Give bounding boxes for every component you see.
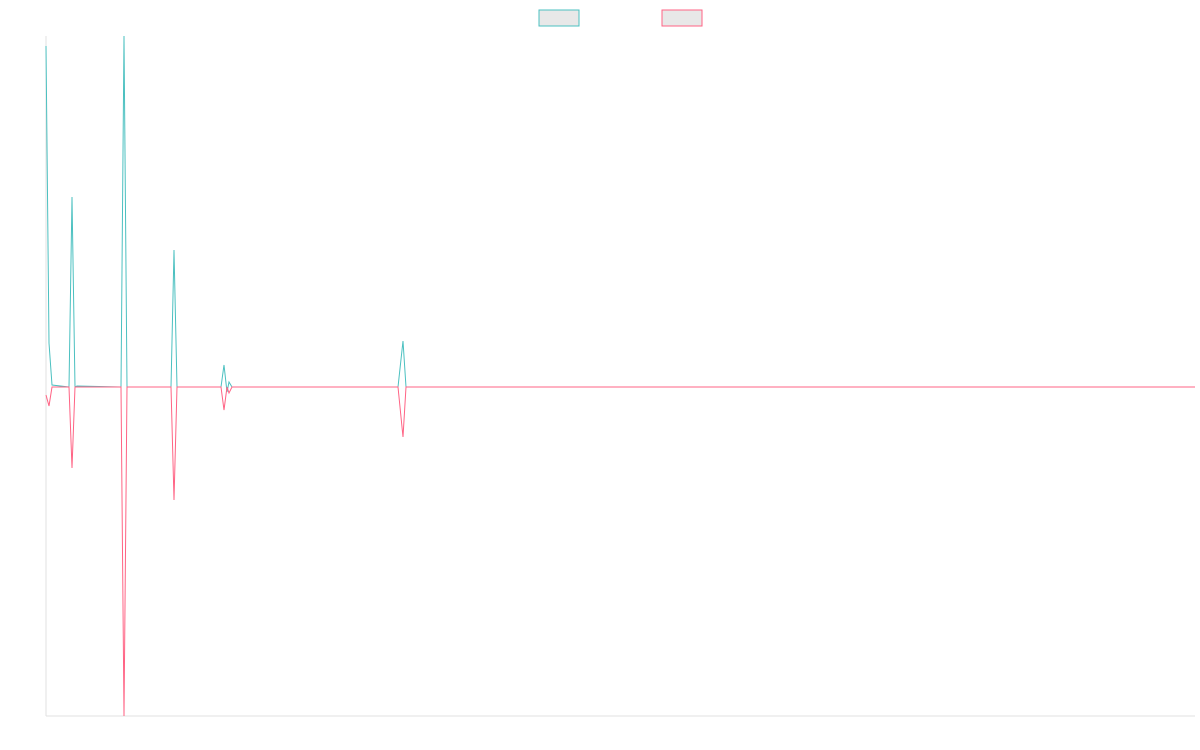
legend-swatch[interactable]	[538, 9, 580, 27]
series-line	[45, 386, 1195, 717]
series-line	[45, 35, 1195, 393]
legend-swatch[interactable]	[661, 9, 703, 27]
